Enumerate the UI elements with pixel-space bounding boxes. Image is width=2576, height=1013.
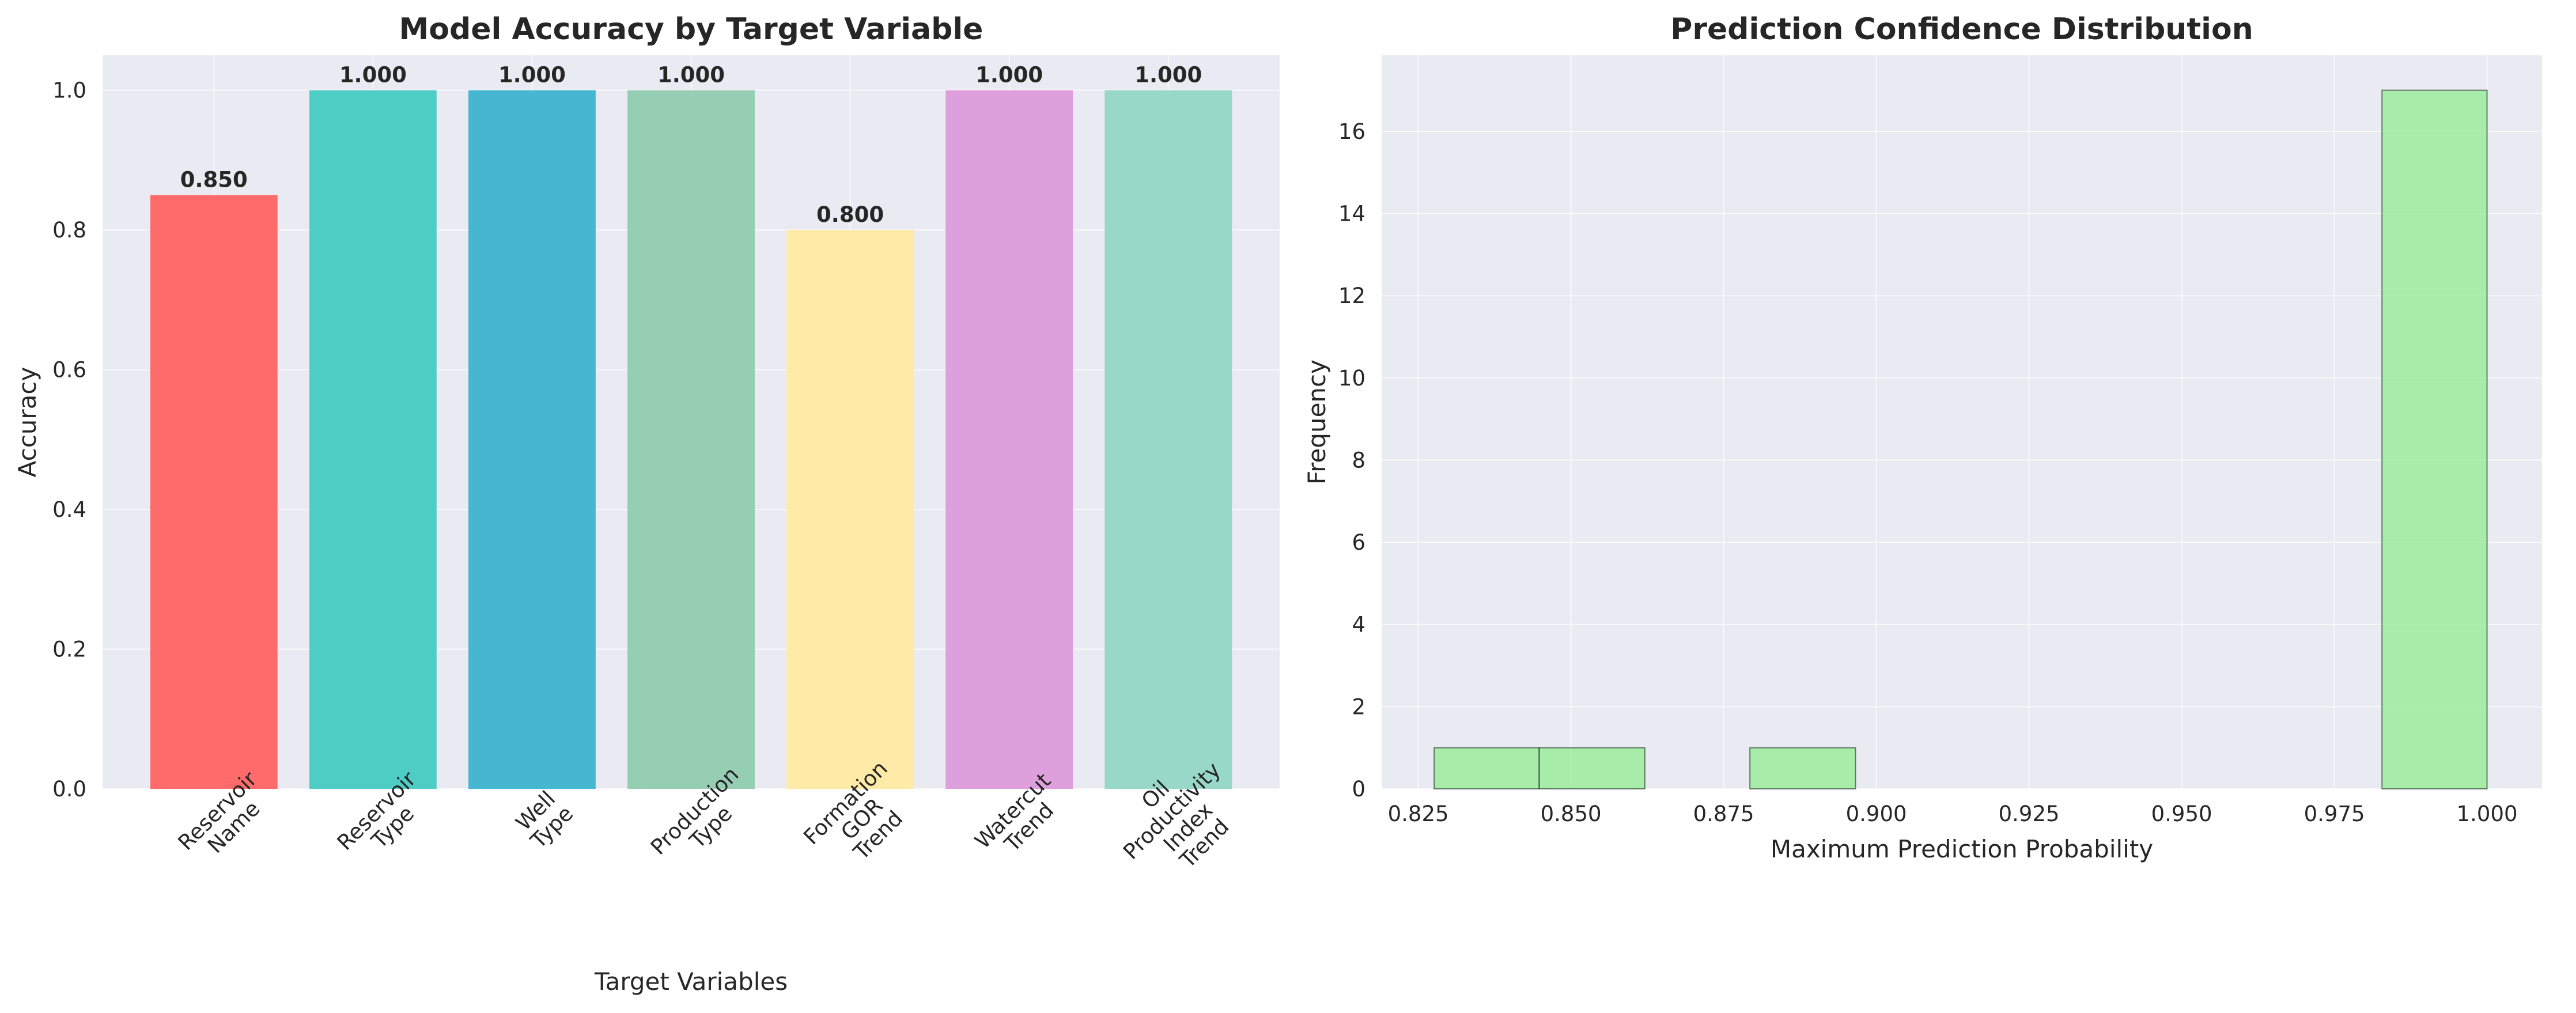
accuracy-x-tick-label: WellType	[509, 785, 578, 854]
confidence-y-tick-label: 10	[1338, 366, 1365, 391]
svg-text:WellType: WellType	[509, 785, 578, 853]
accuracy-y-tick-label: 0.4	[52, 497, 86, 522]
confidence-y-tick-label: 2	[1352, 694, 1365, 719]
accuracy-bar	[786, 230, 914, 789]
confidence-y-axis-label: Frequency	[1303, 360, 1331, 485]
accuracy-bar	[468, 90, 596, 789]
confidence-chart-title: Prediction Confidence Distribution	[1670, 12, 2253, 47]
accuracy-y-tick-label: 0.0	[52, 777, 86, 802]
confidence-y-ticks: 0 2 4 6 8 10 12 14 16	[1338, 119, 1365, 802]
confidence-x-ticks: 0.825 0.850 0.875 0.900 0.925 0.950 0.975 1.000	[1388, 802, 2518, 826]
accuracy-bars	[150, 90, 1232, 789]
accuracy-chart-title: Model Accuracy by Target Variable	[399, 12, 984, 47]
accuracy-bar	[150, 195, 278, 789]
accuracy-value-label: 1.000	[498, 63, 566, 88]
accuracy-y-axis-label: Accuracy	[13, 367, 41, 478]
histogram-bar	[1433, 747, 1540, 789]
accuracy-y-ticks: 0.0 0.2 0.4 0.6 0.8 1.0	[52, 78, 86, 802]
accuracy-value-label: 0.800	[816, 202, 884, 227]
histogram-bar	[1749, 747, 1856, 789]
accuracy-value-labels: 0.850 1.000 1.000 1.000 0.800 1.000 1.000	[180, 63, 1202, 227]
confidence-y-tick-label: 16	[1338, 119, 1365, 144]
confidence-x-tick-label: 0.975	[2304, 802, 2365, 826]
confidence-y-tick-label: 12	[1338, 284, 1365, 308]
accuracy-bar	[1104, 90, 1232, 789]
histogram-bar	[1538, 747, 1646, 789]
confidence-x-tick-label: 1.000	[2457, 802, 2518, 826]
confidence-x-axis-label: Maximum Prediction Probability	[1771, 835, 2153, 863]
confidence-x-tick-label: 0.950	[2151, 802, 2212, 826]
confidence-histogram-bars	[1433, 89, 2488, 790]
accuracy-y-tick-label: 0.2	[52, 637, 86, 662]
accuracy-value-label: 1.000	[657, 63, 725, 88]
accuracy-bar	[945, 90, 1073, 789]
confidence-x-tick-label: 0.900	[1846, 802, 1907, 826]
accuracy-y-tick-label: 0.6	[52, 358, 86, 383]
accuracy-y-tick-label: 0.8	[52, 218, 86, 243]
confidence-y-tick-label: 8	[1352, 448, 1365, 473]
accuracy-bar	[309, 90, 437, 789]
confidence-y-tick-label: 14	[1338, 202, 1365, 226]
accuracy-value-label: 1.000	[339, 63, 407, 88]
confidence-plot-area	[1382, 55, 2542, 789]
accuracy-bar	[627, 90, 755, 789]
confidence-x-tick-label: 0.875	[1693, 802, 1754, 826]
confidence-y-tick-label: 4	[1352, 613, 1365, 637]
accuracy-y-tick-label: 1.0	[52, 78, 86, 103]
confidence-x-tick-label: 0.825	[1388, 802, 1449, 826]
accuracy-value-label: 0.850	[180, 167, 248, 192]
accuracy-x-axis-label: Target Variables	[594, 967, 788, 996]
histogram-bar	[2381, 89, 2488, 790]
confidence-x-tick-label: 0.925	[1999, 802, 2060, 826]
confidence-y-tick-label: 0	[1352, 777, 1365, 802]
accuracy-value-label: 1.000	[975, 63, 1043, 88]
confidence-y-tick-label: 6	[1352, 530, 1365, 555]
confidence-x-tick-label: 0.850	[1541, 802, 1602, 826]
accuracy-value-label: 1.000	[1134, 63, 1202, 88]
